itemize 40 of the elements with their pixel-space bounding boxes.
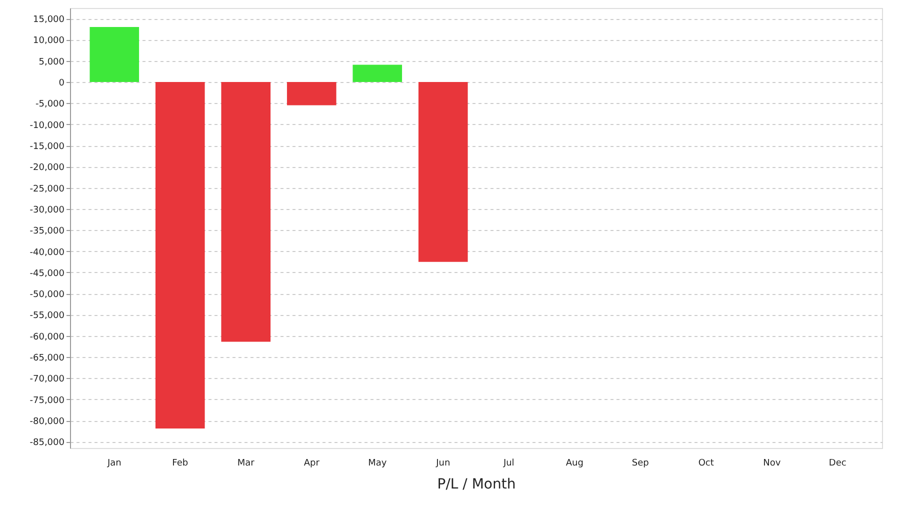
y-tick-label: -40,000 bbox=[30, 248, 65, 258]
y-tick-label: -50,000 bbox=[30, 290, 65, 300]
bar bbox=[418, 82, 468, 262]
y-tick-label: 0 bbox=[58, 78, 65, 89]
y-tick-label: -15,000 bbox=[30, 142, 65, 152]
y-tick-label: -60,000 bbox=[30, 332, 65, 342]
x-tick-label: Jun bbox=[435, 458, 450, 468]
x-tick-label: Apr bbox=[304, 458, 320, 468]
y-tick-label: -30,000 bbox=[30, 205, 65, 216]
bar bbox=[352, 64, 402, 82]
x-tick-label: Mar bbox=[237, 458, 255, 468]
x-tick-label: Sep bbox=[632, 458, 650, 468]
y-tick-label: -65,000 bbox=[30, 354, 65, 364]
y-tick-label: -45,000 bbox=[30, 268, 65, 279]
x-axis-title: P/L / Month bbox=[437, 476, 516, 492]
y-tick-label: 15,000 bbox=[33, 15, 65, 26]
y-tick-label: 5,000 bbox=[38, 57, 65, 68]
x-tick-label: Jan bbox=[106, 458, 122, 468]
y-tick-label: -85,000 bbox=[30, 438, 65, 448]
y-tick-label: 10,000 bbox=[33, 36, 65, 46]
y-tick-label: -70,000 bbox=[30, 374, 65, 385]
x-tick-label: May bbox=[368, 458, 388, 468]
x-tick-label: Dec bbox=[828, 458, 846, 468]
bar bbox=[221, 82, 271, 342]
y-tick-label: -75,000 bbox=[30, 396, 65, 406]
y-tick-label: -10,000 bbox=[30, 120, 65, 131]
x-tick-label: Jul bbox=[502, 458, 514, 468]
y-tick-label: -35,000 bbox=[30, 226, 65, 237]
x-tick-label: Nov bbox=[763, 458, 782, 468]
y-tick-label: -5,000 bbox=[35, 100, 65, 110]
y-tick-label: -20,000 bbox=[30, 163, 65, 174]
bar bbox=[155, 82, 205, 429]
x-tick-label: Feb bbox=[172, 458, 188, 468]
y-tick-label: -80,000 bbox=[30, 417, 65, 427]
bar bbox=[90, 27, 140, 82]
y-tick-label: -25,000 bbox=[30, 184, 65, 194]
bar bbox=[286, 82, 336, 106]
x-tick-label: Aug bbox=[566, 458, 584, 468]
x-tick-label: Oct bbox=[698, 458, 714, 468]
y-tick-label: -55,000 bbox=[30, 311, 65, 322]
